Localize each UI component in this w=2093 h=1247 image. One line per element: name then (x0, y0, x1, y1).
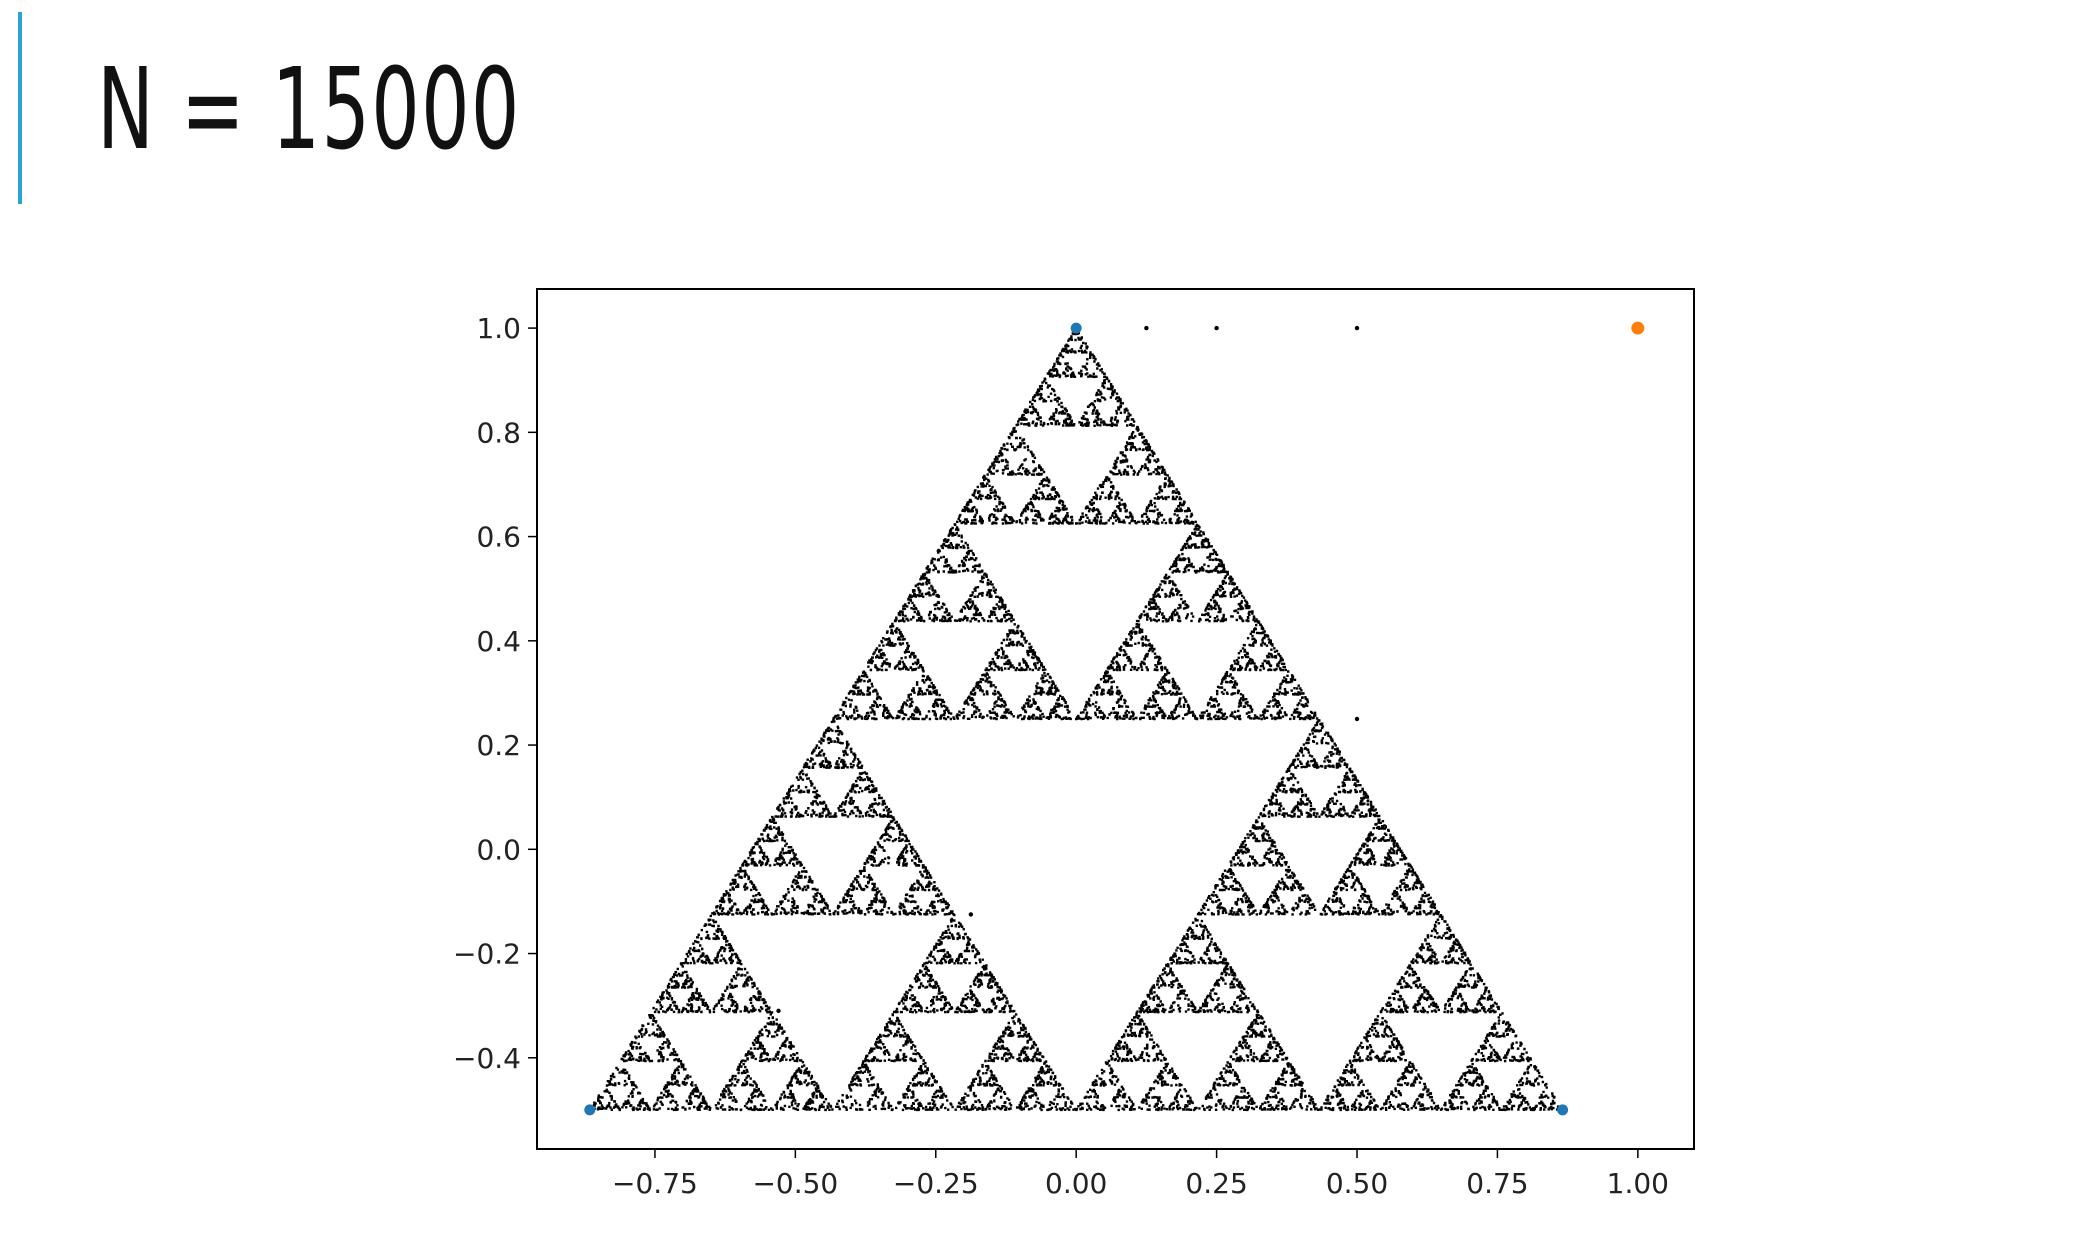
x-tick-label: 0.75 (1466, 1167, 1528, 1200)
slide-title: N = 15000 (97, 45, 521, 175)
y-tick-label: 0.4 (476, 625, 521, 658)
y-tick-label: 0.0 (476, 833, 521, 866)
title-accent-bar (18, 12, 22, 204)
x-tick-label: −0.25 (893, 1167, 979, 1200)
y-tick-label: 0.6 (476, 521, 521, 554)
stray-point (1214, 325, 1219, 331)
vertex-points-layer (584, 321, 1645, 1116)
stray-point (968, 912, 974, 917)
stray-point (776, 1008, 781, 1014)
stray-point (1354, 716, 1360, 722)
plot-frame (536, 288, 1695, 1150)
x-tick-label: 0.25 (1185, 1167, 1247, 1200)
x-tick-label: −0.75 (612, 1167, 698, 1200)
y-tick-label: −0.2 (453, 938, 521, 971)
vertex-point (1070, 322, 1082, 334)
y-tick-label: −0.4 (453, 1042, 521, 1075)
y-tick-label: 1.0 (476, 312, 521, 345)
iterated-points (588, 329, 1562, 1112)
x-tick-label: 1.00 (1607, 1167, 1669, 1200)
vertex-point (584, 1104, 596, 1116)
start-point (1631, 321, 1645, 335)
y-tick-label: 0.8 (476, 416, 521, 449)
vertex-point (1557, 1104, 1569, 1116)
x-tick-label: 0.50 (1326, 1167, 1388, 1200)
x-tick-label: 0.00 (1045, 1167, 1107, 1200)
axis-ticks-layer: −0.75 −0.50 −0.25 0.00 0.25 0.50 0.75 1.00 −0.4 −… (453, 312, 1669, 1200)
x-tick-label: −0.50 (752, 1167, 838, 1200)
y-tick-label: 0.2 (476, 729, 521, 762)
stray-point (1144, 325, 1149, 331)
stray-point (1354, 325, 1360, 331)
scatter-points-layer (588, 325, 1562, 1112)
